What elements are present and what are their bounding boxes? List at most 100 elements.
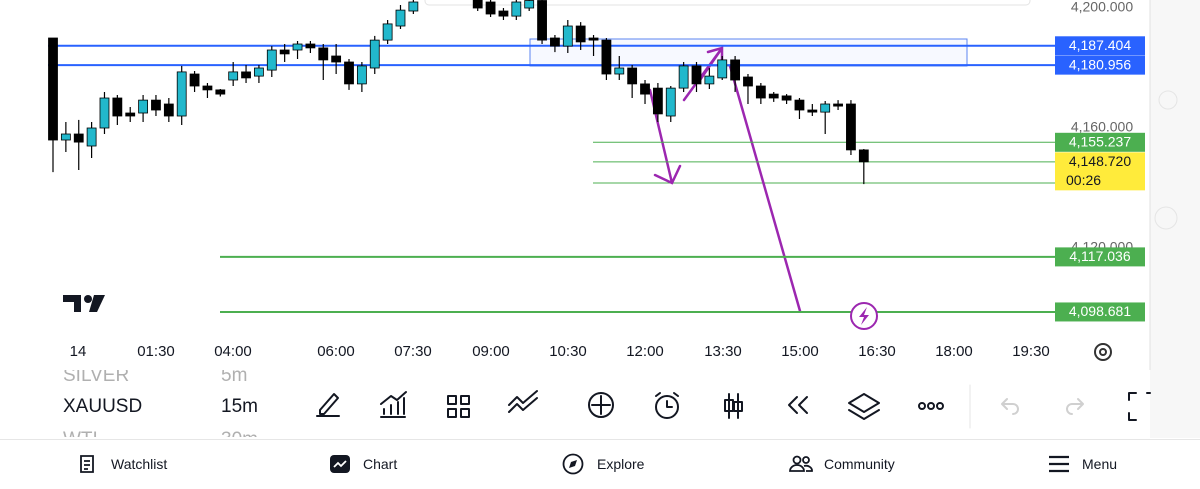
community-icon (789, 455, 813, 472)
candle-body (112, 97, 123, 117)
candle-body (163, 103, 174, 117)
candle-body (846, 103, 856, 151)
candle-body (202, 85, 213, 91)
candle-body (305, 43, 316, 49)
candle-body (755, 85, 766, 99)
candle-body (575, 25, 586, 43)
candle-body (151, 99, 161, 111)
price-label-box (1055, 55, 1145, 75)
nav-item[interactable]: Explore (597, 456, 645, 472)
x-tick-label: 16:30 (858, 343, 896, 360)
candle-body (318, 47, 329, 61)
candle-body (794, 99, 805, 111)
price-label: 4,187.404 (1069, 37, 1131, 53)
gear-icon[interactable] (1094, 343, 1112, 361)
price-label-box (1055, 152, 1145, 191)
side-icon[interactable] (1158, 90, 1178, 110)
symbol[interactable]: WTI (63, 428, 98, 437)
nav-item[interactable]: Menu (1082, 456, 1118, 472)
indicators-tool[interactable] (380, 391, 407, 418)
candle-body (717, 59, 728, 79)
candle-body (395, 9, 406, 27)
x-tick-label: 14 (70, 343, 87, 360)
y-tick-label: 4,160.000 (1071, 119, 1133, 135)
alert-bolt (859, 307, 869, 325)
price-label: 4,155.237 (1069, 133, 1131, 149)
candle-body (550, 37, 560, 47)
watchlist-strip[interactable]: SILVER 5m XAUUSD 15m WTI 30m (48, 370, 308, 437)
draw-tool[interactable] (316, 393, 340, 417)
candle-body (254, 67, 264, 77)
candle-body (485, 1, 496, 15)
side-panel (1150, 0, 1200, 438)
price-label: 4,117.036 (1069, 248, 1130, 264)
layout-tool[interactable] (447, 395, 470, 418)
layers-tool[interactable] (848, 393, 880, 420)
candle-body (86, 127, 97, 147)
alarm-tool[interactable] (655, 395, 679, 419)
fullscreen[interactable] (1128, 392, 1151, 421)
candle-body (807, 109, 818, 113)
candle-body (524, 0, 535, 9)
candle-body (215, 89, 226, 95)
x-tick-label: 01:30 (137, 343, 175, 360)
price-label-box (1055, 302, 1145, 322)
candle-body (691, 65, 702, 85)
symbol[interactable]: XAUUSD (63, 396, 143, 417)
candle-body (820, 103, 831, 113)
candle-body (768, 93, 779, 99)
candle-body (601, 39, 612, 75)
symbol[interactable]: SILVER (63, 370, 130, 386)
interval[interactable]: 30m (221, 428, 258, 437)
replay-tool[interactable] (788, 396, 808, 414)
candle-body (125, 112, 136, 117)
candle-body (48, 37, 58, 141)
candle-body (472, 0, 483, 9)
candle-body (704, 75, 715, 85)
candle-body (858, 149, 869, 163)
candle-body (382, 23, 393, 41)
nav-item[interactable]: Chart (363, 456, 398, 472)
candle-body (678, 65, 689, 89)
candle-body (588, 37, 599, 41)
overlay-panel (424, 0, 1031, 6)
candle-body (562, 25, 573, 47)
candle-body (266, 49, 277, 71)
candle-body (652, 87, 663, 115)
menu-icon (1049, 455, 1069, 473)
price-label-box (1055, 36, 1145, 56)
price-label-box (1055, 132, 1145, 152)
nav-item[interactable]: Watchlist (111, 456, 168, 472)
rectangle-drawing (529, 38, 968, 67)
candle-body (344, 61, 354, 85)
interval[interactable]: 15m (221, 396, 258, 417)
x-tick-label: 15:00 (781, 343, 819, 360)
add-tool[interactable] (591, 395, 611, 415)
candles-tool[interactable] (724, 393, 743, 419)
interval[interactable]: 5m (221, 370, 248, 386)
nav-item[interactable]: Community (824, 456, 895, 472)
add-circle (588, 392, 614, 418)
candle-body (627, 67, 638, 85)
candle-body (511, 1, 522, 17)
x-tick-label: 18:00 (935, 343, 973, 360)
candle-body (292, 43, 303, 51)
price-label: 4,148.720 (1069, 153, 1131, 169)
countdown: 00:26 (1066, 172, 1101, 188)
side-icon[interactable] (1154, 206, 1178, 230)
x-tick-label: 07:30 (394, 343, 432, 360)
tradingview-logo (63, 295, 105, 312)
price-label: 4,098.681 (1069, 303, 1131, 319)
candle-body (356, 65, 367, 85)
undo[interactable] (1001, 398, 1019, 415)
compare-tool[interactable] (508, 390, 538, 413)
alert-icon[interactable] (850, 302, 878, 330)
x-tick-label: 19:30 (1012, 343, 1050, 360)
arrow-drawings (648, 46, 802, 313)
x-tick-label: 12:00 (626, 343, 664, 360)
candle-body (833, 103, 843, 107)
candle-body (614, 67, 625, 75)
candle-body (241, 71, 251, 79)
more-tool[interactable] (927, 402, 935, 410)
redo[interactable] (1066, 398, 1084, 415)
